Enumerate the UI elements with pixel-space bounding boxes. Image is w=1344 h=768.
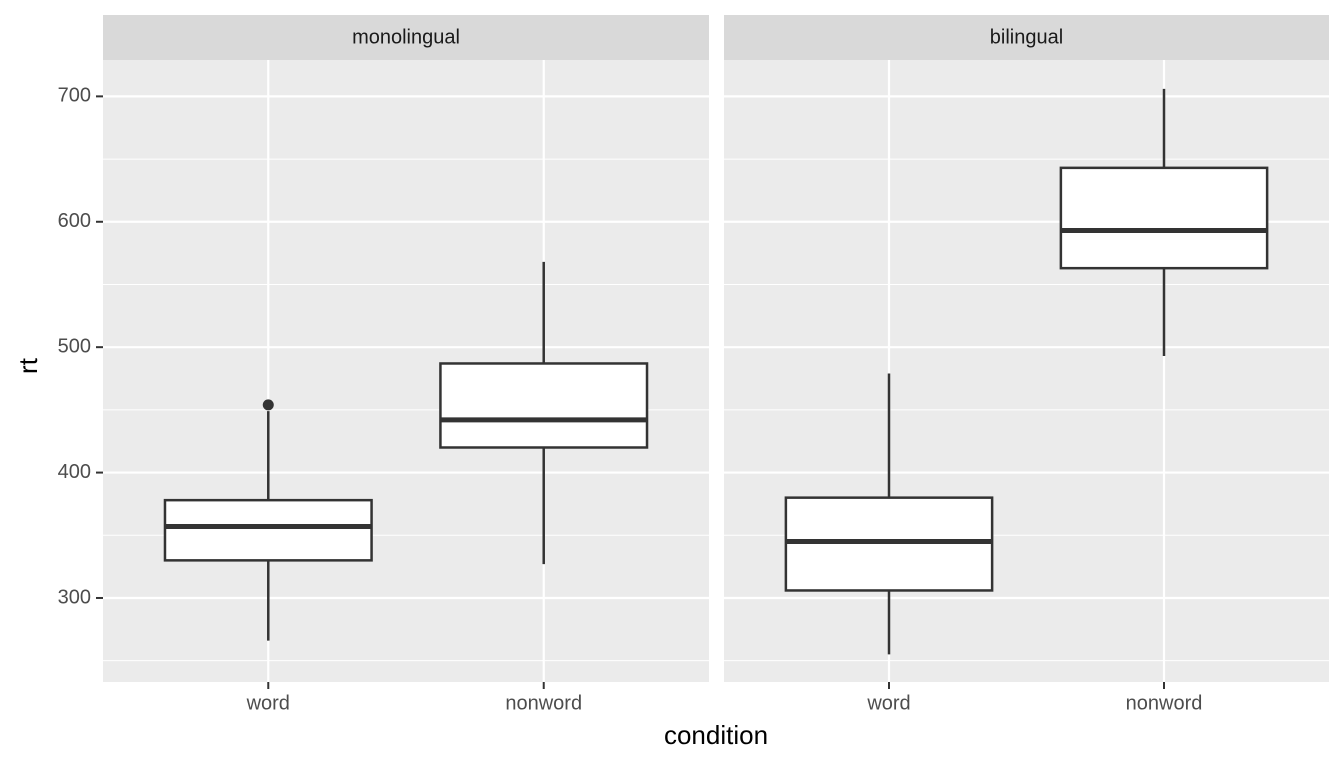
y-tick-label: 400 (58, 461, 91, 483)
y-tick-label: 500 (58, 335, 91, 357)
x-tick-label: word (866, 692, 910, 714)
box (439, 362, 649, 449)
y-axis-label: rt (13, 357, 43, 374)
box (163, 498, 373, 562)
x-tick-label: nonword (1126, 692, 1203, 714)
facet-title: bilingual (990, 26, 1063, 48)
y-tick-label: 300 (58, 586, 91, 608)
facet-title: monolingual (352, 26, 460, 48)
x-tick-label: word (246, 692, 290, 714)
x-axis-label: condition (664, 720, 768, 750)
outlier (262, 399, 274, 411)
x-tick-label: nonword (505, 692, 582, 714)
strip (103, 15, 709, 60)
y-tick-label: 600 (58, 210, 91, 232)
strip (724, 15, 1329, 60)
box (784, 496, 994, 592)
box (1059, 166, 1269, 270)
y-tick-label: 700 (58, 85, 91, 107)
